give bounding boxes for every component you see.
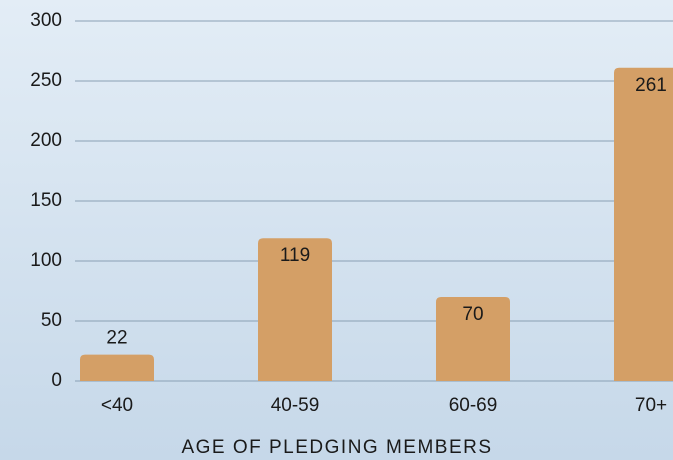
data-label: 119 [280, 245, 310, 266]
y-tick-label: 100 [30, 250, 62, 271]
y-tick-label: 0 [51, 370, 62, 391]
y-tick-label: 200 [30, 130, 62, 151]
bar [80, 354, 154, 381]
x-tick-label: 40-59 [271, 395, 320, 416]
y-tick-label: 150 [30, 190, 62, 211]
bar [614, 67, 673, 381]
data-label: 261 [635, 75, 667, 96]
bar [436, 297, 510, 381]
x-axis-title: AGE OF PLEDGING MEMBERS [181, 437, 492, 458]
y-tick-label: 300 [30, 10, 62, 31]
x-tick-label: 60-69 [449, 395, 498, 416]
y-tick-label: 250 [30, 70, 62, 91]
data-label: 70 [462, 304, 483, 325]
bar [258, 238, 332, 381]
x-tick-label: 70+ [635, 395, 667, 416]
y-tick-label: 50 [41, 310, 62, 331]
x-tick-label: <40 [101, 395, 133, 416]
data-label: 22 [106, 328, 127, 349]
